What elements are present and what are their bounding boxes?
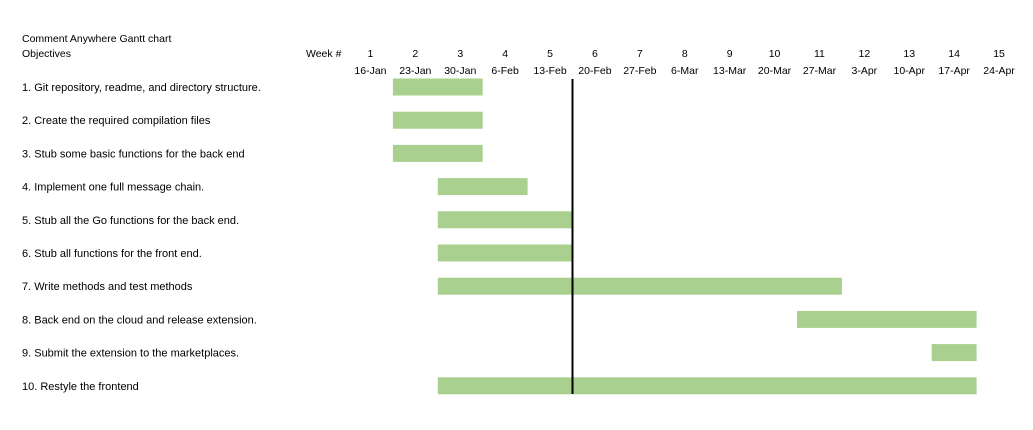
- week-number: 14: [948, 48, 960, 60]
- task-bar: [392, 144, 483, 162]
- week-number: 9: [727, 48, 733, 60]
- week-date: 24-Apr: [983, 65, 1015, 77]
- task-label: 7. Write methods and test methods: [22, 281, 193, 293]
- week-date: 17-Apr: [938, 65, 970, 77]
- task-label: 1. Git repository, readme, and directory…: [22, 82, 261, 94]
- week-number: 7: [637, 48, 643, 60]
- task-bar: [392, 78, 483, 96]
- task-bar: [437, 211, 573, 229]
- task-bars: [392, 78, 977, 395]
- week-number: 2: [412, 48, 418, 60]
- task-label: 3. Stub some basic functions for the bac…: [22, 148, 245, 160]
- task-label: 6. Stub all functions for the front end.: [22, 248, 202, 260]
- task-bar: [437, 377, 977, 395]
- week-number: 10: [769, 48, 781, 60]
- week-date: 30-Jan: [444, 65, 476, 77]
- task-label: 8. Back end on the cloud and release ext…: [22, 314, 257, 326]
- task-label: 2. Create the required compilation files: [22, 115, 211, 127]
- week-date: 27-Mar: [803, 65, 837, 77]
- task-bar: [437, 277, 842, 295]
- week-number: 6: [592, 48, 598, 60]
- chart-title: Comment Anywhere Gantt chart: [22, 33, 171, 45]
- week-date: 3-Apr: [852, 65, 878, 77]
- week-label: Week #: [306, 48, 342, 60]
- task-bar: [931, 344, 977, 362]
- date-row: 16-Jan 23-Jan 30-Jan 6-Feb 13-Feb 20-Feb 27-Fe…: [354, 65, 1015, 77]
- week-date: 16-Jan: [354, 65, 386, 77]
- week-date: 13-Mar: [713, 65, 747, 77]
- task-bar: [392, 111, 483, 129]
- week-date: 23-Jan: [399, 65, 431, 77]
- week-number: 3: [457, 48, 463, 60]
- week-date: 6-Mar: [671, 65, 699, 77]
- week-date: 27-Feb: [623, 65, 656, 77]
- week-number: 5: [547, 48, 553, 60]
- task-label: 9. Submit the extension to the marketpla…: [22, 348, 239, 360]
- week-number: 4: [502, 48, 508, 60]
- week-number: 13: [903, 48, 915, 60]
- week-date: 6-Feb: [491, 65, 519, 77]
- week-number: 12: [859, 48, 871, 60]
- week-number: 15: [993, 48, 1005, 60]
- week-date: 20-Feb: [578, 65, 611, 77]
- task-label: 5. Stub all the Go functions for the bac…: [22, 215, 239, 227]
- objectives-label: Objectives: [22, 48, 71, 60]
- week-number: 1: [368, 48, 374, 60]
- task-bar: [437, 244, 573, 262]
- task-label: 4. Implement one full message chain.: [22, 182, 204, 194]
- task-bar: [437, 178, 528, 196]
- week-number: 8: [682, 48, 688, 60]
- week-date: 10-Apr: [893, 65, 925, 77]
- week-date: 13-Feb: [533, 65, 566, 77]
- task-bar: [797, 310, 977, 328]
- week-number-row: 1 2 3 4 5 6 7 8 9 10 11 12 13 14 15: [368, 48, 1006, 60]
- task-labels: 1. Git repository, readme, and directory…: [22, 82, 261, 393]
- week-number: 11: [814, 48, 825, 60]
- week-date: 20-Mar: [758, 65, 792, 77]
- task-label: 10. Restyle the frontend: [22, 381, 139, 393]
